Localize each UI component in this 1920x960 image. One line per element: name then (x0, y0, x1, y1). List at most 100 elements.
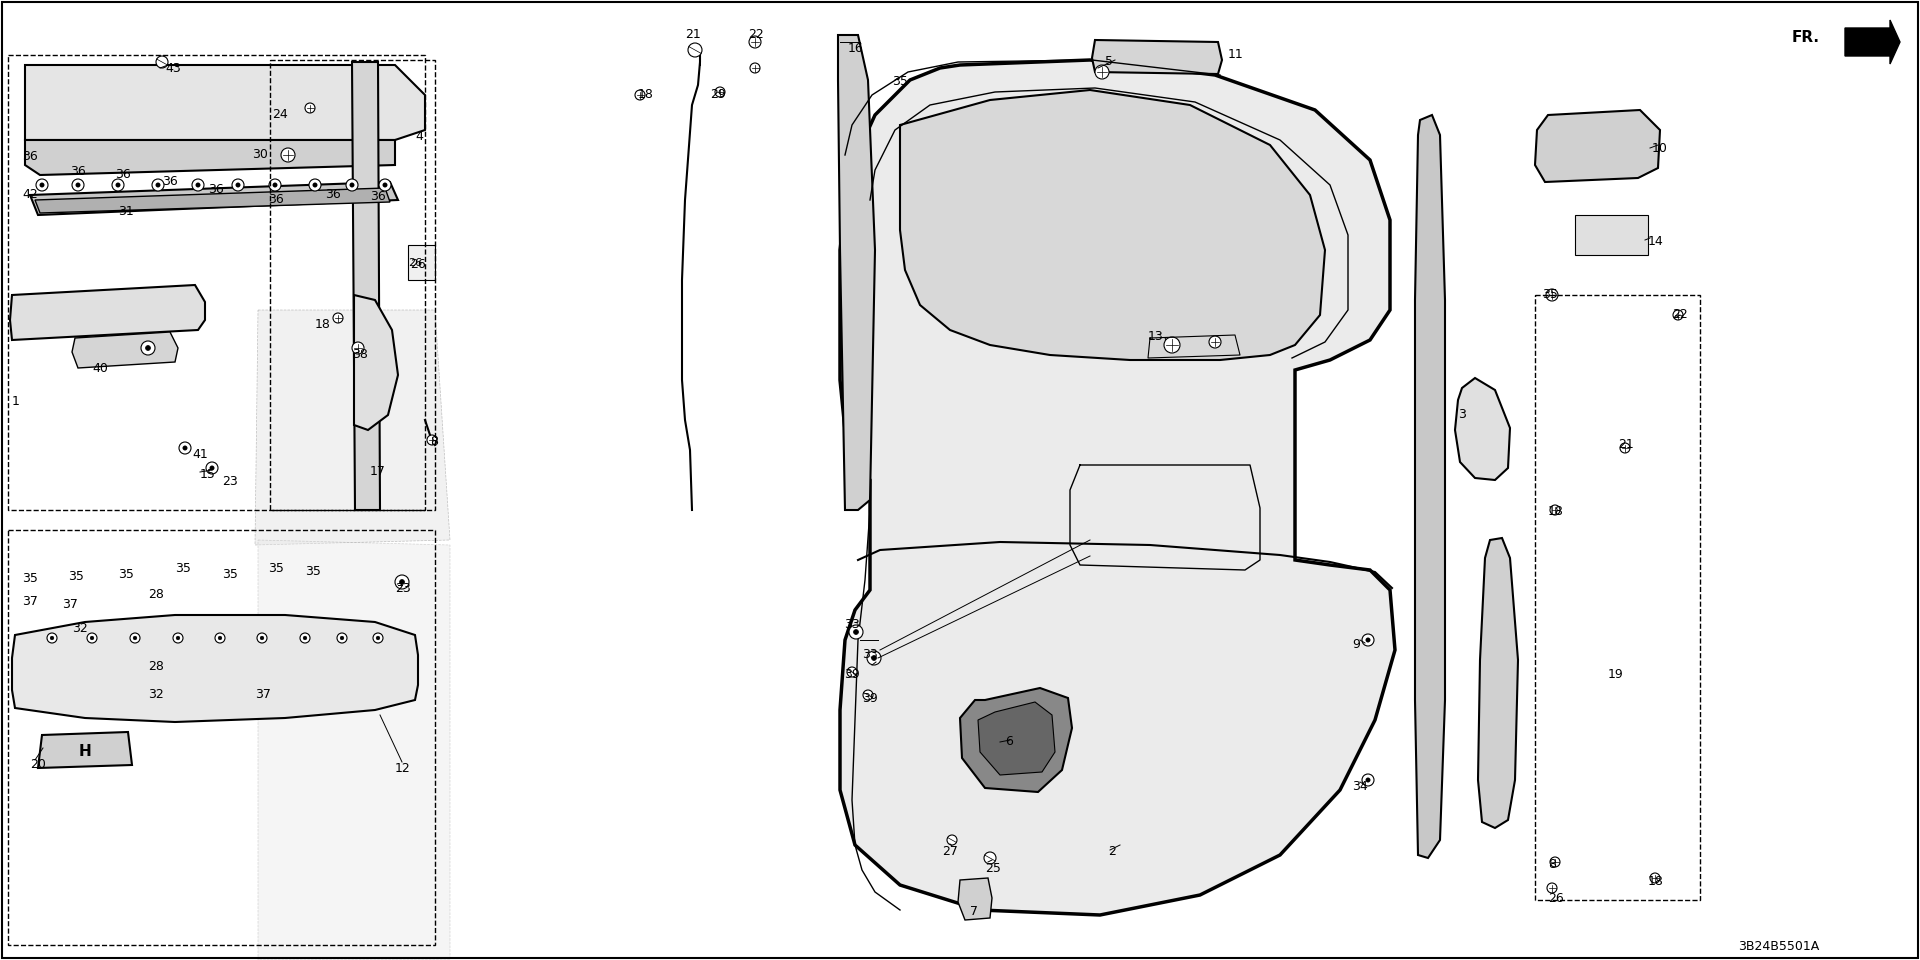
Circle shape (378, 179, 392, 191)
Text: 32: 32 (73, 622, 88, 635)
Circle shape (947, 835, 956, 845)
Text: 27: 27 (943, 845, 958, 858)
Circle shape (1672, 310, 1684, 320)
Circle shape (156, 56, 169, 68)
Bar (1534, 295, 1699, 900)
Polygon shape (1845, 20, 1901, 64)
Circle shape (300, 633, 309, 643)
Text: 35: 35 (223, 568, 238, 581)
Text: 33: 33 (862, 648, 877, 661)
Text: 7: 7 (970, 905, 977, 918)
Circle shape (714, 87, 726, 97)
Text: 11: 11 (1229, 48, 1244, 61)
Text: 23: 23 (396, 582, 411, 595)
Text: 39: 39 (845, 668, 860, 681)
Text: 5: 5 (1106, 55, 1114, 68)
Text: 9: 9 (1352, 638, 1359, 651)
Text: 40: 40 (92, 362, 108, 375)
Polygon shape (353, 295, 397, 430)
Circle shape (236, 183, 240, 187)
Circle shape (232, 179, 244, 191)
Circle shape (983, 852, 996, 864)
Text: 19: 19 (1609, 668, 1624, 681)
Text: 34: 34 (1352, 780, 1367, 793)
Circle shape (751, 63, 760, 73)
Circle shape (396, 575, 409, 589)
Text: 12: 12 (396, 762, 411, 775)
Circle shape (868, 651, 881, 665)
Circle shape (309, 179, 321, 191)
Circle shape (862, 690, 874, 700)
Text: H: H (79, 743, 92, 758)
Circle shape (1546, 289, 1557, 301)
Text: 26: 26 (1548, 892, 1563, 905)
Text: 18: 18 (1548, 505, 1565, 518)
Circle shape (177, 636, 180, 639)
Circle shape (179, 442, 190, 454)
Text: 31: 31 (117, 205, 134, 218)
Text: 15: 15 (200, 468, 215, 481)
Text: 36: 36 (269, 193, 284, 206)
Text: 36: 36 (21, 150, 38, 163)
Polygon shape (10, 285, 205, 340)
Text: 36: 36 (371, 190, 386, 203)
Polygon shape (25, 140, 396, 175)
Circle shape (1548, 883, 1557, 893)
Circle shape (872, 656, 876, 660)
Circle shape (86, 633, 98, 643)
Polygon shape (1415, 115, 1446, 858)
Text: 26: 26 (411, 258, 426, 271)
Circle shape (40, 183, 44, 187)
Circle shape (854, 630, 858, 635)
Text: 1: 1 (12, 395, 19, 408)
Circle shape (1549, 505, 1559, 515)
Bar (8, 530, 436, 945)
Text: 41: 41 (192, 448, 207, 461)
Text: 4: 4 (415, 130, 422, 143)
Circle shape (849, 625, 862, 639)
Polygon shape (351, 62, 380, 510)
Text: 35: 35 (269, 562, 284, 575)
Polygon shape (837, 35, 876, 510)
Text: 2: 2 (1108, 845, 1116, 858)
Text: 42: 42 (21, 188, 38, 201)
Text: 3B24B5501A: 3B24B5501A (1738, 940, 1820, 953)
Polygon shape (35, 188, 390, 213)
Text: 35: 35 (305, 565, 321, 578)
Text: 3: 3 (1457, 408, 1465, 421)
Text: 22: 22 (749, 28, 764, 41)
Text: 13: 13 (1148, 330, 1164, 343)
Circle shape (152, 179, 163, 191)
Circle shape (1620, 443, 1630, 453)
Text: 36: 36 (207, 183, 225, 196)
Text: FR.: FR. (1791, 30, 1820, 44)
Circle shape (182, 445, 186, 450)
Text: 6: 6 (1004, 735, 1014, 748)
Text: 37: 37 (255, 688, 271, 701)
Polygon shape (255, 310, 449, 545)
Text: 16: 16 (849, 42, 864, 55)
Polygon shape (841, 60, 1396, 915)
Circle shape (36, 179, 48, 191)
Circle shape (351, 342, 365, 354)
Text: 18: 18 (1647, 875, 1665, 888)
Polygon shape (257, 540, 449, 960)
Polygon shape (1455, 378, 1509, 480)
Circle shape (1164, 337, 1181, 353)
Bar (8, 55, 424, 510)
Text: 35: 35 (67, 570, 84, 583)
Circle shape (346, 179, 357, 191)
Circle shape (280, 148, 296, 162)
Text: 21: 21 (1619, 438, 1634, 451)
Bar (271, 60, 436, 510)
Circle shape (1365, 637, 1371, 642)
Text: 36: 36 (69, 165, 86, 178)
Circle shape (332, 313, 344, 323)
Circle shape (382, 183, 388, 187)
Text: 23: 23 (223, 475, 238, 488)
Circle shape (115, 183, 121, 187)
Circle shape (1549, 857, 1559, 867)
Polygon shape (977, 702, 1054, 775)
Circle shape (205, 462, 219, 474)
Text: 37: 37 (21, 595, 38, 608)
